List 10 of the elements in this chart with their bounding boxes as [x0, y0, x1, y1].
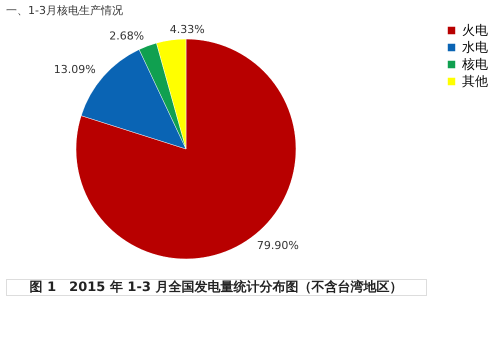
legend-label: 其他: [462, 74, 488, 90]
legend-label: 核电: [461, 58, 488, 72]
data-label: 2.68%: [109, 30, 144, 43]
caption: 图 1 2015 年 1-3 月全国发电量统计分布图（不含台湾地区）: [30, 279, 402, 295]
data-label: 79.90%: [256, 238, 299, 252]
data-label: 4.33%: [170, 23, 205, 36]
legend-label: 水电: [462, 40, 488, 56]
data-label: 13.09%: [54, 62, 96, 76]
chart-title: 一、1-3月核电生产情况: [6, 4, 123, 17]
legend-label: 火电: [462, 24, 488, 38]
